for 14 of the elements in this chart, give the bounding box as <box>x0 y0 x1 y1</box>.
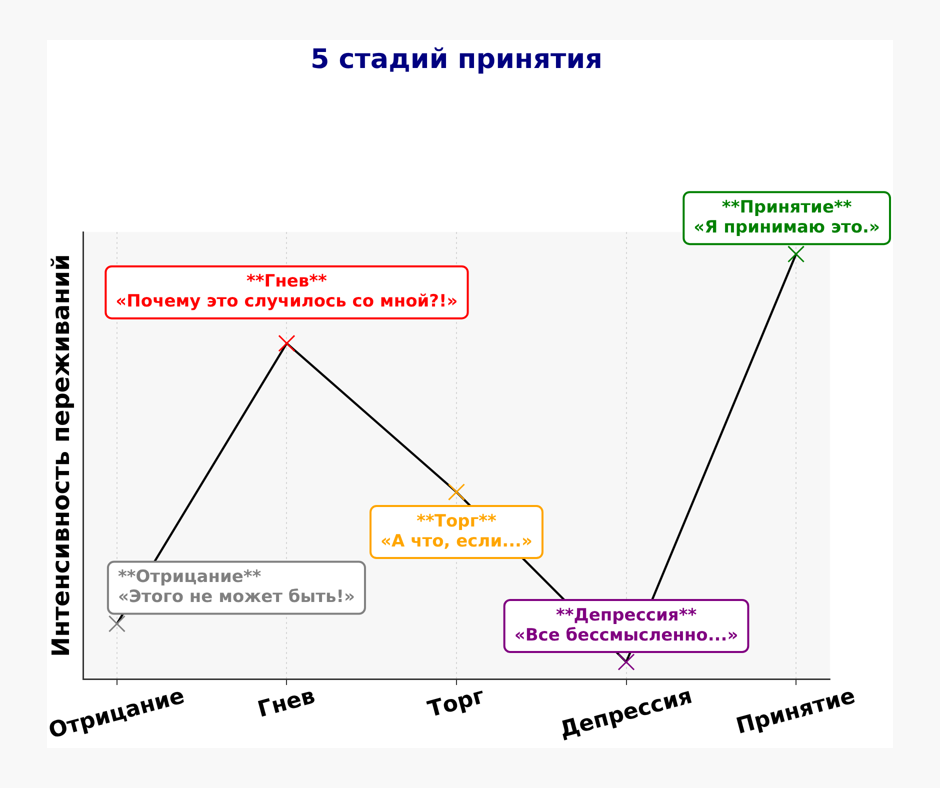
x-tick-label: Гнев <box>255 684 318 723</box>
annotation: **Депрессия** «Все бессмысленно...» <box>514 605 738 646</box>
point <box>618 653 635 671</box>
annotation: **Гнев** «Почему это случилось со мной?!» <box>116 272 458 312</box>
annotation: **Принятие** «Я принимаю это.» <box>694 198 880 238</box>
annotation: **Торг** «А что, если...» <box>380 511 532 552</box>
annotation: **Отрицание** «Этого не может быть!» <box>118 567 355 608</box>
point <box>448 484 466 501</box>
chart-title: 5 стадий принятия <box>310 44 602 76</box>
y-axis-title: Интенсивность переживаний <box>47 254 76 658</box>
point <box>278 334 296 352</box>
x-tick-label: Торг <box>425 684 488 723</box>
point <box>108 615 126 632</box>
point <box>788 246 805 263</box>
